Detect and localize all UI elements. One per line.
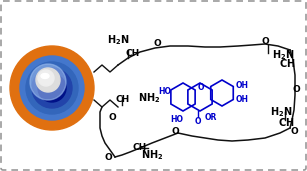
Circle shape xyxy=(32,68,72,108)
Text: O: O xyxy=(153,40,161,49)
Text: $\mathbf{CH}$: $\mathbf{CH}$ xyxy=(278,116,294,128)
Circle shape xyxy=(10,46,94,130)
Text: $\mathbf{NH_2}$: $\mathbf{NH_2}$ xyxy=(141,148,163,162)
Text: O: O xyxy=(171,127,179,135)
Circle shape xyxy=(30,64,66,100)
Text: $\mathbf{NH_2}$: $\mathbf{NH_2}$ xyxy=(138,91,161,105)
Text: O: O xyxy=(290,128,298,136)
Text: O: O xyxy=(195,116,201,126)
Text: O: O xyxy=(108,114,116,122)
Text: O: O xyxy=(104,153,112,161)
Circle shape xyxy=(38,70,54,86)
Text: O: O xyxy=(261,37,269,47)
Text: $\mathbf{H_2N}$: $\mathbf{H_2N}$ xyxy=(107,33,129,47)
Text: CH: CH xyxy=(116,95,130,104)
Text: HO: HO xyxy=(158,87,172,95)
Text: $\mathbf{H_2N}$: $\mathbf{H_2N}$ xyxy=(272,48,295,62)
Circle shape xyxy=(26,62,78,114)
Text: $\mathbf{CH}$: $\mathbf{CH}$ xyxy=(279,57,295,69)
Text: HO: HO xyxy=(170,115,184,123)
Text: O: O xyxy=(198,82,204,91)
Text: $\mathbf{H_2N}$: $\mathbf{H_2N}$ xyxy=(270,105,293,119)
Text: CH: CH xyxy=(133,142,147,152)
Text: O: O xyxy=(292,86,300,95)
Circle shape xyxy=(36,68,60,92)
Circle shape xyxy=(20,56,84,120)
Text: OH: OH xyxy=(235,95,248,103)
Circle shape xyxy=(38,74,66,102)
Ellipse shape xyxy=(41,74,49,78)
Text: CH: CH xyxy=(126,49,140,57)
Text: OR: OR xyxy=(205,113,217,122)
Text: OH: OH xyxy=(235,81,248,89)
